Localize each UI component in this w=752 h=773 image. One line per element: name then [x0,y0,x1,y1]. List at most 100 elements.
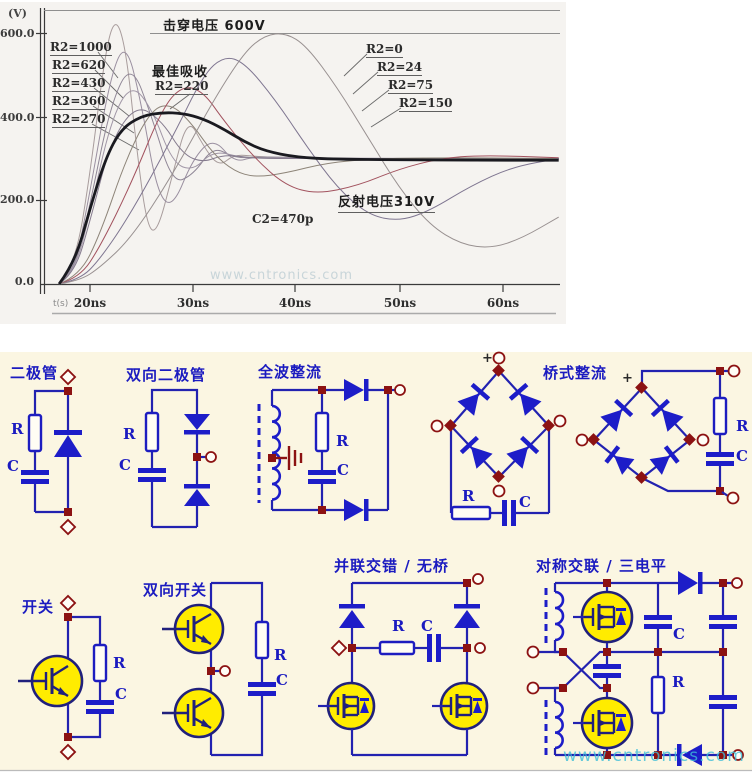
resistor [712,396,728,436]
c-label: C [119,456,131,474]
node [193,453,201,461]
r-label: R [336,432,349,450]
igbt-symbol [162,696,212,730]
label-r2-220: R2=220 [155,79,209,95]
transformer-winding [271,404,282,501]
c-label: C [115,685,127,703]
r-label: R [11,420,24,438]
y-tick-200: 200.0 [0,193,35,206]
circuit-bridge-2 [575,364,741,505]
terminal [59,368,77,386]
diode-up-icon [454,604,480,609]
r-label: R [113,654,126,672]
diode-left-icon [682,744,702,766]
annotation-reflected-voltage: 反射电压310V [338,191,436,213]
resistor [314,411,330,453]
terminal [472,573,484,585]
terminal [205,451,217,463]
label-r2-430: R2=430 [52,76,106,92]
c-label: C [519,493,531,511]
igbt-symbol [18,664,69,698]
capacitor [709,615,737,620]
terminal [526,645,540,659]
node [492,364,505,377]
capacitor [427,634,432,662]
watermark-bottom: www.cntronics.com [563,746,745,766]
c-label: C [337,461,349,479]
node [64,613,72,621]
label-r2-75: R2=75 [388,78,434,94]
circuit-bidirectional-switch [162,581,276,757]
node [463,579,471,587]
circuits-panel [0,340,752,773]
circuit-bidirectional-diode [138,388,217,529]
annotation-c2-value: C2=470p [252,212,314,226]
title-switch: 开关 [22,598,55,616]
node [603,579,611,587]
diode-icon [661,409,684,432]
title-bridge: 桥式整流 [543,364,608,382]
terminal [219,665,231,677]
label-r2-0: R2=0 [366,42,403,58]
title-interleaved: 并联交错 / 无桥 [334,557,449,575]
mosfet-symbol [330,694,369,718]
resistor [144,411,160,453]
diode-right-icon [678,571,698,595]
c-label: C [276,671,288,689]
diode-icon [470,446,493,469]
y-tick-0: 0.0 [14,275,34,288]
resistor [378,640,416,656]
plus-label: + [482,351,493,366]
diode-icon [614,455,635,475]
x-tick-60ns: 60ns [486,296,520,310]
title-full-wave: 全波整流 [258,363,323,381]
circuits-background [0,352,752,771]
r-label: R [736,417,749,435]
curve-R2=0 [59,33,559,285]
capacitor [644,615,672,620]
mosfet-symbol [443,694,482,718]
capacitor [593,664,621,669]
capacitor [709,695,737,700]
diode-up-icon [339,604,365,609]
resistor [254,620,270,660]
capacitor [21,470,49,475]
label-r2-620: R2=620 [52,58,106,74]
transformer-winding [554,590,565,642]
resistor [450,505,492,521]
terminal [394,384,406,396]
node [318,386,326,394]
resistor [650,675,666,715]
capacitor [502,500,507,526]
circuit-bridge-1 [430,351,567,526]
y-axis-unit: (V) [8,7,27,20]
label-r2-360: R2=360 [52,94,106,110]
diode-down-icon [184,414,210,430]
capacitor [248,682,276,687]
label-r2-150: R2=150 [399,96,453,112]
title-symmetric: 对称交联 / 三电平 [536,557,667,575]
capacitor [706,452,734,457]
curve-R2=220 [57,111,559,285]
label-r2-1000: R2=1000 [50,40,112,56]
title-bidirectional-diode: 双向二极管 [126,366,207,384]
diode-right-icon [344,379,364,401]
x-tick-50ns: 50ns [383,296,417,310]
resistor [92,643,108,683]
label-r2-270: R2=270 [52,112,106,128]
curve-R2=24 [59,57,559,285]
diode-icon [649,455,670,475]
capacitor [86,700,114,705]
circuit-symmetric [526,571,744,766]
annotation-breakdown-voltage: 击穿电压 600V [163,19,266,34]
circuit-interleaved [318,573,489,757]
y-tick-400: 400.0 [0,111,35,124]
circuit-diode [21,368,82,536]
diode-icon [457,393,479,416]
label-r2-24: R2=24 [377,60,423,76]
mosfet-symbol [584,710,626,736]
node [207,667,215,675]
node [64,387,72,395]
mosfet-symbol [584,604,626,630]
